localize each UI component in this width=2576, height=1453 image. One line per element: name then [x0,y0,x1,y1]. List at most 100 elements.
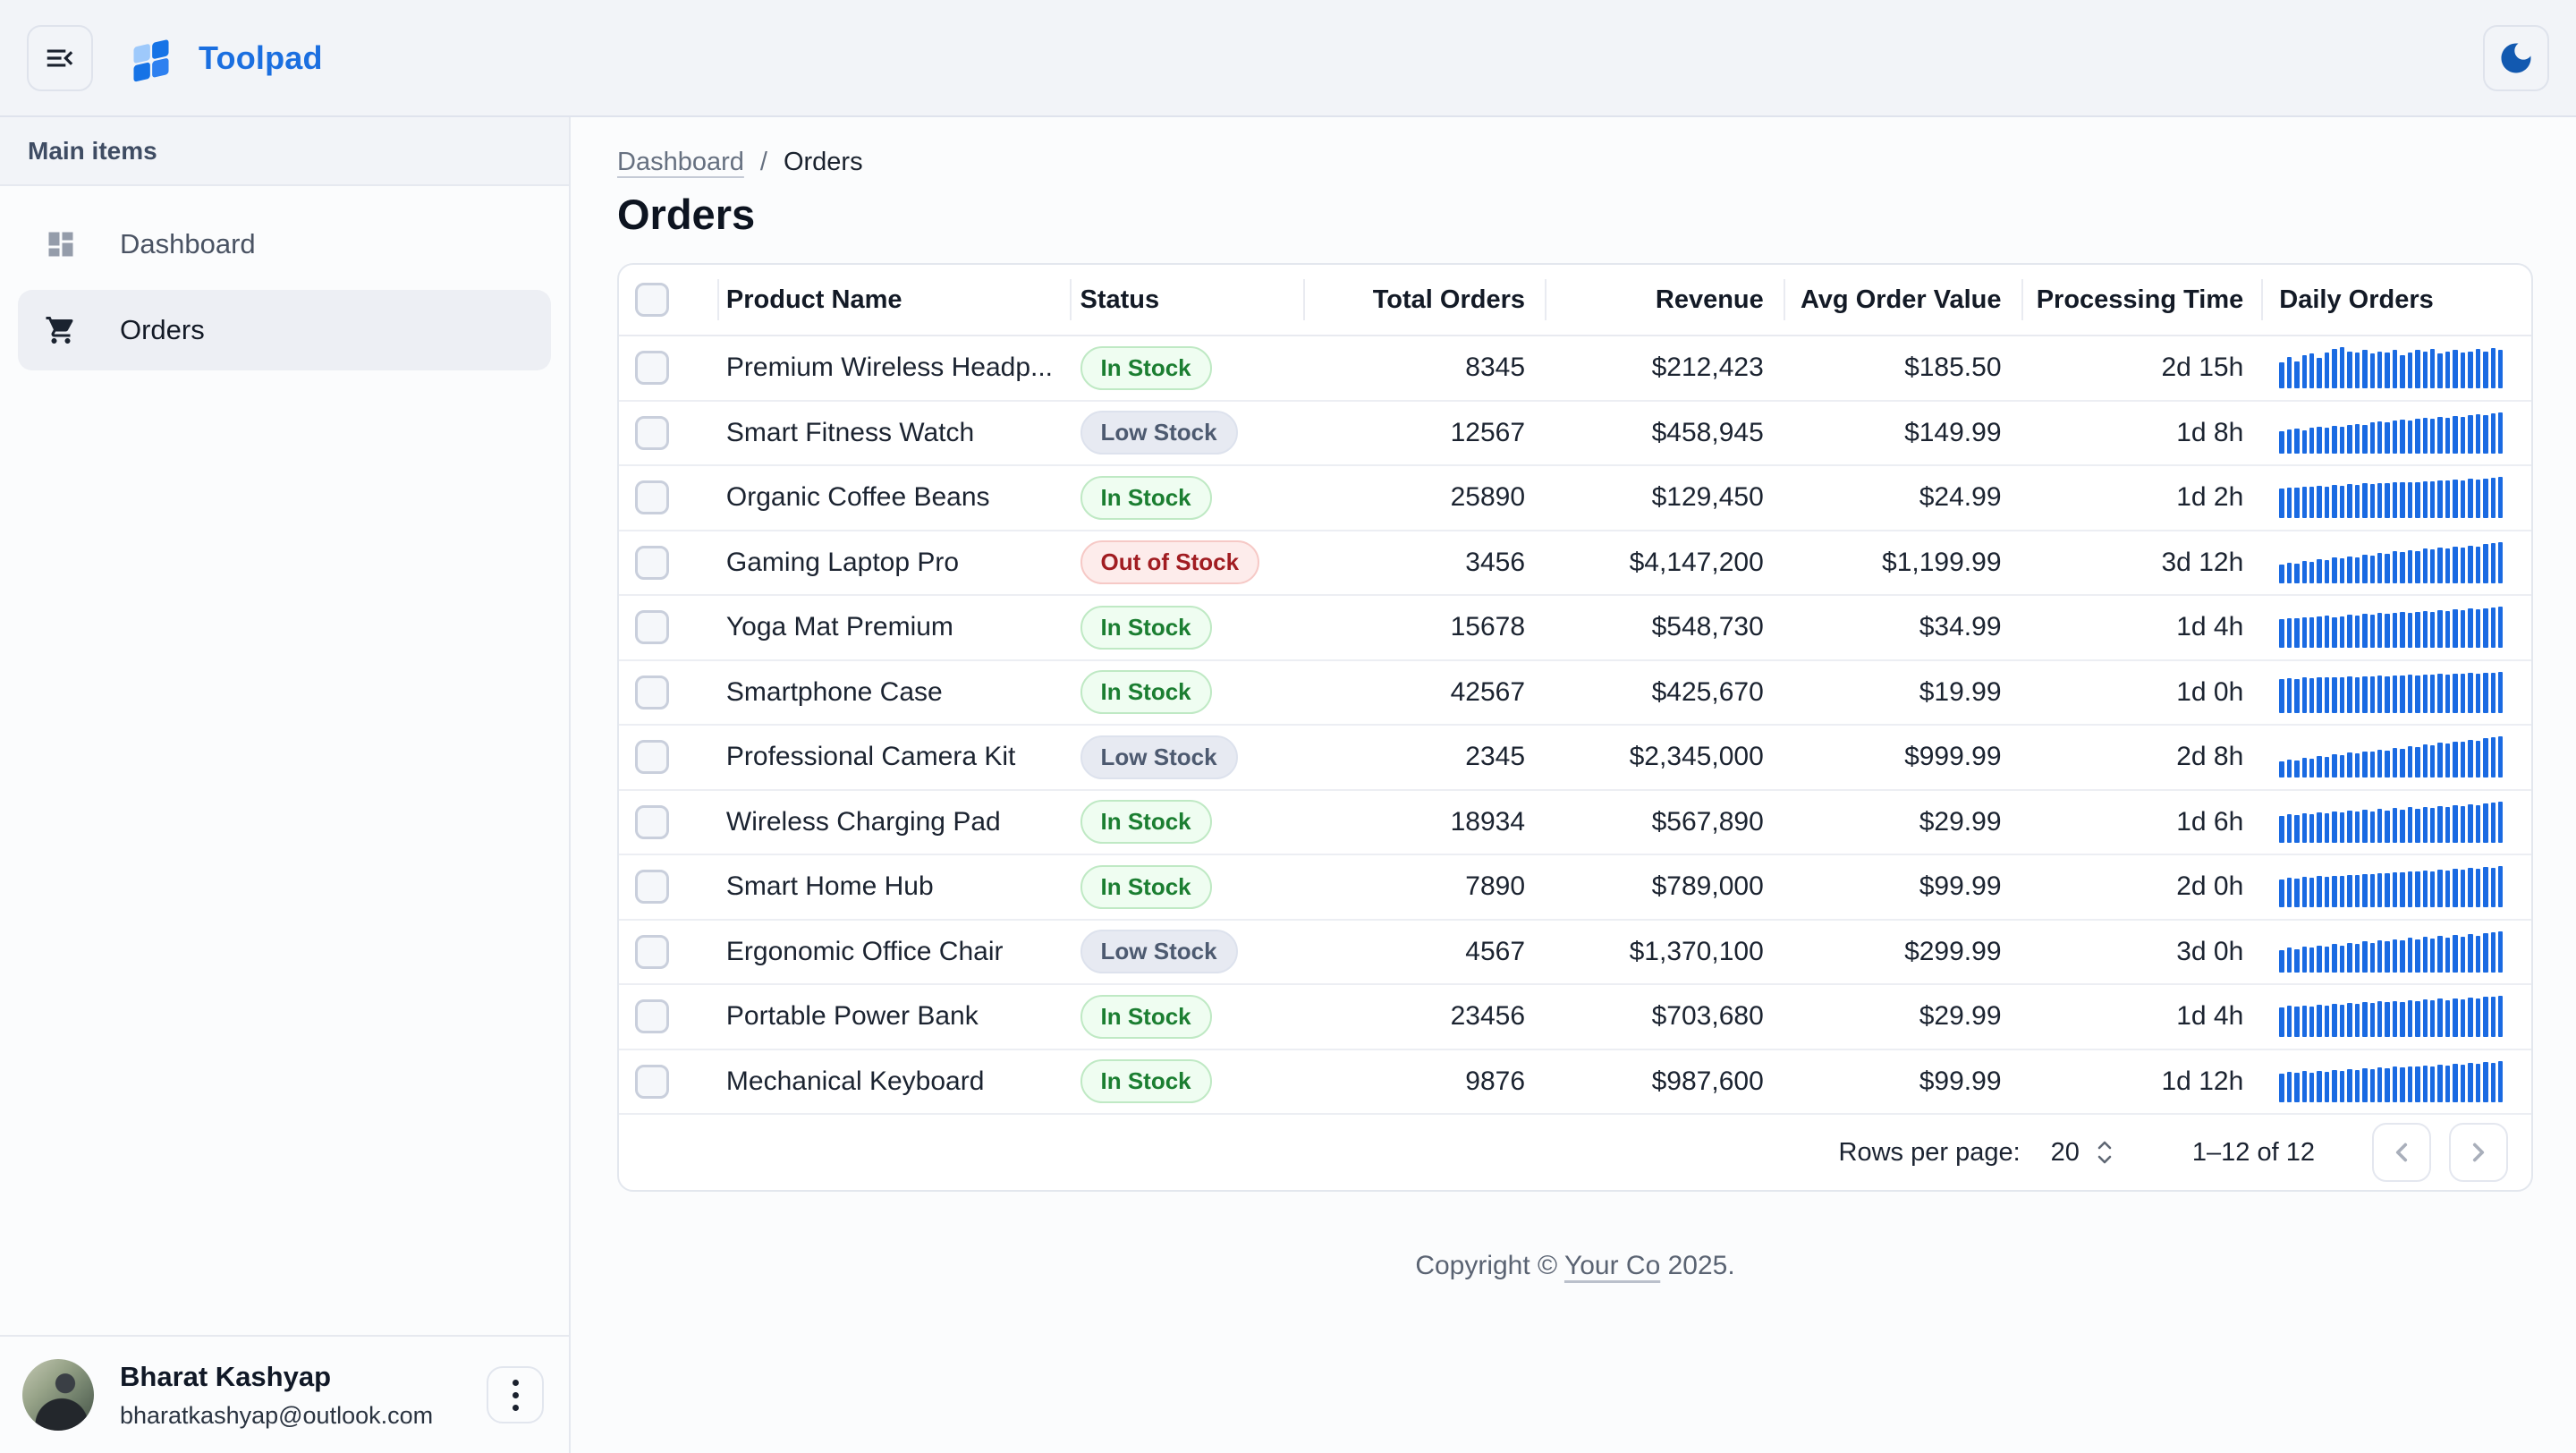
spark-bar [2483,932,2488,973]
spark-bar [2317,876,2322,908]
column-header-total-orders[interactable]: Total Orders [1372,285,1526,314]
daily-orders-sparkline [2279,801,2504,843]
column-header-daily-orders[interactable]: Daily Orders [2279,285,2434,314]
row-checkbox[interactable] [635,934,669,969]
column-header-product-name[interactable]: Product Name [725,285,902,314]
row-checkbox[interactable] [635,740,669,775]
spark-bar [2369,1003,2375,1038]
spark-bar [2279,949,2284,973]
spark-bar [2483,867,2488,908]
product-name-cell: Smart Fitness Watch [725,417,975,447]
table-body: Premium Wireless Headp... In Stock 8345 … [619,336,2531,1115]
row-checkbox[interactable] [635,999,669,1034]
column-header-status[interactable]: Status [1080,285,1160,314]
revenue-cell: $789,000 [1651,871,1764,902]
spark-bar [2460,870,2466,908]
menu-toggle-button[interactable] [27,24,93,91]
total-orders-cell: 42567 [1450,676,1526,707]
spark-bar [2354,676,2360,713]
table-row[interactable]: Premium Wireless Headp... In Stock 8345 … [619,336,2531,402]
select-all-checkbox[interactable] [635,283,669,317]
next-page-button[interactable] [2449,1123,2508,1182]
spark-bar [2490,412,2496,454]
spark-bar [2407,937,2413,973]
sidebar-item-dashboard[interactable]: Dashboard [18,204,551,285]
table-row[interactable]: Smartphone Case In Stock 42567 $425,670 … [619,661,2531,726]
row-checkbox[interactable] [635,1064,669,1099]
spark-bar [2415,1001,2420,1038]
spark-bar [2422,1065,2428,1102]
theme-toggle-button[interactable] [2483,24,2549,91]
spark-bar [2415,482,2420,519]
column-header-processing-time[interactable]: Processing Time [2036,285,2244,314]
spark-bar [2445,1000,2451,1038]
sidebar-nav: Dashboard Orders [0,186,569,370]
spark-bar [2294,563,2300,583]
table-row[interactable]: Ergonomic Office Chair Low Stock 4567 $1… [619,921,2531,985]
row-checkbox[interactable] [635,675,669,710]
row-checkbox[interactable] [635,610,669,645]
status-badge: In Stock [1080,670,1212,715]
row-checkbox[interactable] [635,480,669,515]
column-header-revenue[interactable]: Revenue [1655,285,1764,314]
avg-order-value-cell: $999.99 [1904,742,2002,772]
toolpad-logo [123,30,179,86]
row-checkbox[interactable] [635,804,669,839]
table-row[interactable]: Organic Coffee Beans In Stock 25890 $129… [619,466,2531,531]
spark-bar [2385,421,2390,454]
spark-bar [2286,562,2292,583]
row-checkbox[interactable] [635,415,669,450]
user-menu-button[interactable] [487,1366,544,1423]
spark-bar [2490,1062,2496,1102]
table-row[interactable]: Mechanical Keyboard In Stock 9876 $987,6… [619,1050,2531,1115]
table-row[interactable]: Smart Home Hub In Stock 7890 $789,000 $9… [619,855,2531,921]
spark-bar [2279,362,2284,389]
spark-bar [2354,353,2360,389]
row-checkbox[interactable] [635,545,669,580]
spark-bar [2324,676,2330,713]
spark-bar [2309,353,2315,389]
breadcrumb-link-dashboard[interactable]: Dashboard [617,148,744,176]
rows-per-page-select[interactable]: 20 [2051,1137,2115,1168]
prev-page-button[interactable] [2372,1123,2431,1182]
avg-order-value-cell: $99.99 [1919,1066,2002,1096]
spark-bar [2377,352,2383,389]
spark-bar [2324,1071,2330,1102]
spark-bar [2347,556,2352,583]
table-row[interactable]: Yoga Mat Premium In Stock 15678 $548,730… [619,596,2531,661]
table-row[interactable]: Wireless Charging Pad In Stock 18934 $56… [619,791,2531,855]
pagination-range: 1–12 of 12 [2191,1137,2315,1167]
chevron-right-icon [2463,1137,2494,1168]
daily-orders-sparkline [2279,1060,2504,1102]
spark-bar [2497,1060,2504,1102]
page-title: Orders [617,191,756,238]
spark-bar [2490,802,2496,843]
spark-bar [2301,429,2308,454]
spark-bar [2437,480,2443,519]
table-row[interactable]: Portable Power Bank In Stock 23456 $703,… [619,985,2531,1050]
table-row[interactable]: Professional Camera Kit Low Stock 2345 $… [619,726,2531,791]
spark-bar [2437,353,2443,389]
column-header-avg-order-value[interactable]: Avg Order Value [1800,285,2002,314]
sidebar-item-label: Orders [120,314,205,345]
footer-company-link[interactable]: Your Co [1563,1251,1661,1280]
spark-bar [2332,1004,2337,1038]
row-checkbox[interactable] [635,870,669,905]
brand[interactable]: Toolpad [123,30,323,86]
spark-bar [2475,349,2481,389]
processing-time-cell: 1d 0h [2176,676,2244,707]
row-checkbox[interactable] [635,351,669,386]
spark-bar [2279,879,2284,908]
spark-bar [2286,1071,2292,1102]
sidebar-item-orders[interactable]: Orders [18,290,551,370]
spark-bar [2430,938,2436,973]
app-title: Toolpad [199,38,323,76]
table-row[interactable]: Smart Fitness Watch Low Stock 12567 $458… [619,402,2531,466]
spark-bar [2377,1066,2383,1102]
spark-bar [2377,552,2383,583]
spark-bar [2468,672,2473,713]
table-row[interactable]: Gaming Laptop Pro Out of Stock 3456 $4,1… [619,531,2531,596]
product-name-cell: Wireless Charging Pad [725,806,1001,837]
spark-bar [2468,608,2473,649]
spark-bar [2422,999,2428,1038]
